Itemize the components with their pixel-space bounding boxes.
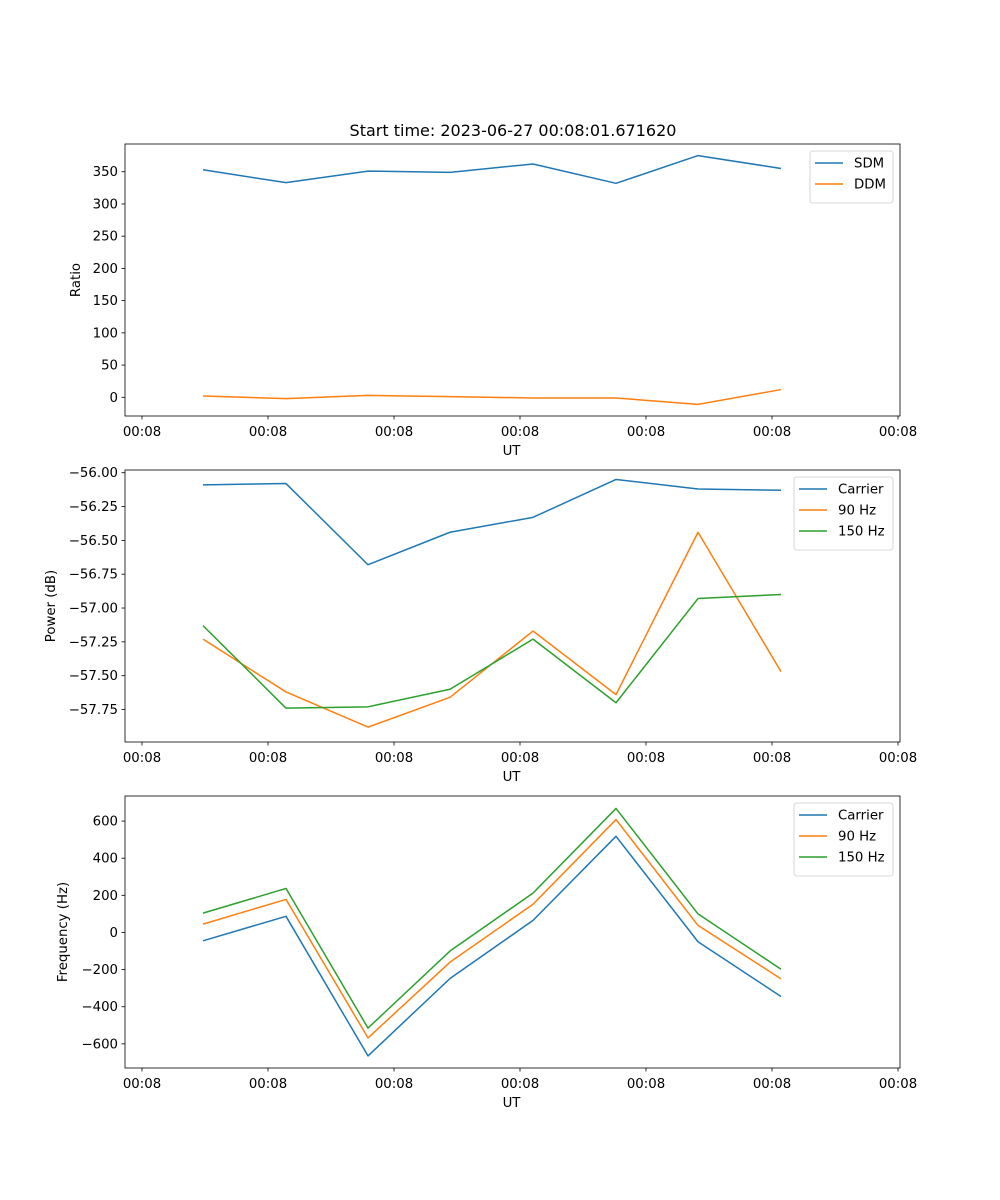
y-tick-label: 350: [93, 165, 118, 180]
y-tick-label: −56.75: [69, 568, 118, 583]
x-tick-label: 00:08: [753, 1077, 791, 1092]
legend-label: Carrier: [838, 483, 884, 498]
x-tick-label: 00:08: [501, 1077, 539, 1092]
x-tick-label: 00:08: [375, 425, 413, 440]
plot-frame: [124, 469, 901, 743]
x-tick-label: 00:08: [627, 751, 665, 766]
y-tick-label: 600: [93, 815, 118, 830]
y-tick-label: −57.00: [69, 602, 118, 617]
x-tick-label: 00:08: [753, 751, 791, 766]
x-tick-label: 00:08: [879, 1077, 917, 1092]
plot-frame: [124, 143, 901, 417]
panel-1: 0 50 100 150 200 250 300 350 00:08 00:08 00:08 00:0…: [69, 143, 917, 459]
y-tick-label: −57.50: [69, 669, 118, 684]
y-tick-label: 250: [93, 230, 118, 245]
legend: SDM DDM: [809, 150, 894, 204]
panel-2: −57.75 −57.50 −57.25 −57.00 −56.75 −56.50 −56.…: [44, 466, 917, 785]
legend: Carrier 90 Hz 150 Hz: [793, 802, 894, 877]
x-axis-label: UT: [503, 770, 522, 785]
legend-label: 90 Hz: [838, 830, 876, 845]
y-axis-label: Ratio: [69, 263, 84, 297]
panels: 0 50 100 150 200 250 300 350 00:08 00:08 00:08 00:0…: [44, 143, 917, 1111]
y-tick-label: −200: [81, 963, 118, 978]
y-tick-label: 0: [110, 391, 118, 406]
x-tick-label: 00:08: [375, 1077, 413, 1092]
legend-label: Carrier: [838, 809, 884, 824]
x-axis-label: UT: [503, 444, 522, 459]
series-line-2-3: [202, 593, 782, 709]
x-tick-label: 00:08: [249, 425, 287, 440]
series-line-3-3: [202, 807, 782, 1029]
y-tick-label: 200: [93, 262, 118, 277]
series-line-3-2: [202, 818, 782, 1039]
y-tick-label: 200: [93, 889, 118, 904]
x-tick-label: 00:08: [627, 425, 665, 440]
plot-frame: [124, 795, 901, 1069]
y-tick-label: −57.75: [69, 703, 118, 718]
series-line-2-2: [202, 531, 782, 728]
chart-title: Start time: 2023-06-27 00:08:01.671620: [350, 121, 677, 140]
legend-label: 90 Hz: [838, 504, 876, 519]
series-line-1-2: [202, 388, 782, 406]
legend-label: DDM: [854, 178, 886, 193]
y-tick-label: −56.25: [69, 500, 118, 515]
legend: Carrier 90 Hz 150 Hz: [793, 476, 894, 551]
y-tick-label: 0: [110, 926, 118, 941]
y-tick-label: −57.25: [69, 635, 118, 650]
y-tick-label: 300: [93, 197, 118, 212]
legend-label: 150 Hz: [838, 525, 885, 540]
legend-label: 150 Hz: [838, 851, 885, 866]
y-tick-label: 100: [93, 326, 118, 341]
x-axis-label: UT: [503, 1096, 522, 1111]
series-line-3-1: [202, 835, 782, 1057]
y-axis-label: Frequency (Hz): [56, 882, 71, 982]
legend-box: [809, 150, 894, 204]
x-tick-label: 00:08: [879, 751, 917, 766]
x-tick-label: 00:08: [123, 1077, 161, 1092]
x-tick-label: 00:08: [123, 751, 161, 766]
x-tick-label: 00:08: [501, 751, 539, 766]
x-tick-label: 00:08: [249, 1077, 287, 1092]
x-tick-label: 00:08: [627, 1077, 665, 1092]
y-tick-label: 50: [101, 359, 118, 374]
x-tick-label: 00:08: [375, 751, 413, 766]
x-tick-label: 00:08: [879, 425, 917, 440]
series-line-1-1: [202, 154, 782, 185]
y-tick-label: −56.50: [69, 534, 118, 549]
y-axis-label: Power (dB): [44, 570, 59, 642]
legend-label: SDM: [854, 157, 884, 172]
x-tick-label: 00:08: [501, 425, 539, 440]
y-tick-label: 150: [93, 294, 118, 309]
y-tick-label: −400: [81, 1000, 118, 1015]
x-tick-label: 00:08: [249, 751, 287, 766]
y-tick-label: 400: [93, 852, 118, 867]
panel-3: −600 −400 −200 0 200 400 600 00:08 00:08 00:08 00:…: [56, 795, 917, 1111]
y-tick-label: −56.00: [69, 466, 118, 481]
series-line-2-1: [202, 478, 782, 566]
x-tick-label: 00:08: [123, 425, 161, 440]
x-tick-label: 00:08: [753, 425, 791, 440]
y-tick-label: −600: [81, 1037, 118, 1052]
